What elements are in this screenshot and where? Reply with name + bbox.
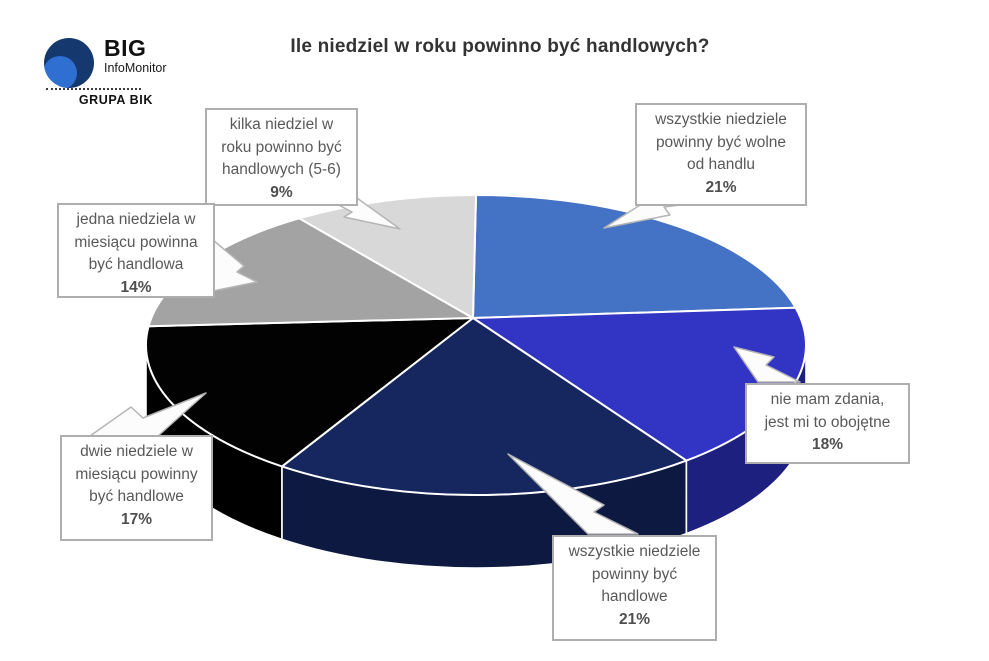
callout-line: wszystkie niedziele [568, 543, 701, 560]
brand-group-name: GRUPA BIK [78, 93, 153, 107]
brand-logo: BIG InfoMonitor GRUPA BIK [40, 30, 167, 110]
callout-pct: 9% [270, 183, 293, 201]
brand-dots-divider [46, 88, 141, 90]
callout-line: jest mi to obojętne [764, 413, 891, 431]
callout-line: jedna niedziela w [76, 211, 196, 228]
pie-slice-kilka-niedziel [298, 193, 477, 319]
callout-line: powinny być [591, 565, 678, 583]
callout-line: kilka niedziel w [229, 116, 334, 133]
callout-pct: 18% [811, 436, 844, 453]
callout-pct: 14% [120, 278, 152, 296]
callout-pointer-nie-mam-zdania [733, 346, 801, 383]
callout-dwie-niedziele: dwie niedziele w miesiącu powinny być ha… [60, 435, 213, 541]
callout-line: wszystkie niedziele [655, 111, 787, 128]
callout-line: handlowych (5-6) [222, 161, 341, 178]
brand-name: BIG [104, 35, 147, 61]
brand-subname: InfoMonitor [104, 61, 167, 75]
callout-jedna-niedziela: jedna niedziela w miesiącu powinna być h… [57, 203, 215, 298]
callout-line: powinny być wolne [655, 133, 787, 151]
callout-line: nie mam zdania, [770, 391, 885, 408]
callout-pct: 17% [120, 510, 153, 528]
chart-title: Ile niedziel w roku powinno być handlowy… [290, 36, 710, 57]
callout-line: od handlu [686, 156, 756, 173]
callout-line: dwie niedziele w [80, 443, 193, 460]
callout-pct: 21% [618, 610, 651, 628]
callout-line: być handlowe [89, 488, 184, 505]
callout-line: miesiącu powinny [75, 465, 198, 483]
pie-slice-dwie-niedziele [144, 317, 474, 468]
callout-line: handlowe [601, 588, 668, 605]
callout-line: roku powinno być [221, 138, 342, 156]
callout-wolne-od-handlu: wszystkie niedziele powinny być wolne od… [635, 103, 807, 206]
callout-pointer-wszystkie-handlowe [507, 453, 639, 535]
callout-line: miesiącu powinna [74, 233, 198, 251]
callout-nie-mam-zdania: nie mam zdania, jest mi to obojętne 18% [745, 383, 910, 464]
pie-slice-wolne-od-handlu [472, 194, 797, 319]
callout-pct: 21% [705, 178, 737, 196]
big-infomonitor-logo-icon [44, 38, 94, 88]
pie-slice-wszystkie-handlowe [281, 317, 688, 497]
callout-wszystkie-handlowe: wszystkie niedziele powinny być handlowe… [552, 535, 717, 641]
callout-kilka-niedziel: kilka niedziel w roku powinno być handlo… [205, 108, 358, 206]
callout-line: być handlowa [88, 256, 184, 273]
